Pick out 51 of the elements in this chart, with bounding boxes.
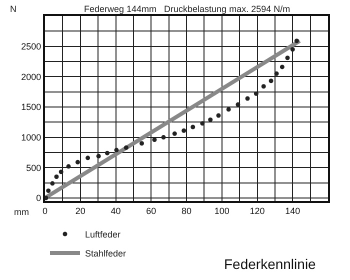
y-tick-label: 1500 <box>21 102 42 112</box>
point <box>140 141 144 146</box>
point <box>114 148 119 152</box>
x-tick-label: 0 <box>42 206 48 216</box>
point <box>226 107 231 112</box>
point <box>216 113 221 118</box>
point <box>182 128 186 133</box>
point <box>261 84 266 89</box>
point <box>54 174 59 179</box>
point <box>96 154 101 158</box>
text: Federkennlinie <box>224 256 316 272</box>
point <box>75 160 80 164</box>
point <box>245 96 250 101</box>
point <box>105 150 110 156</box>
point <box>280 64 284 70</box>
y-tick-label: 500 <box>26 162 42 173</box>
chart-subtitle: Federweg 144mm Druckbelastung max. 2594 N/m <box>84 4 290 14</box>
y-tick-label: 2500 <box>21 41 42 52</box>
point <box>254 91 258 96</box>
x-axis-title: mm <box>14 207 29 217</box>
point <box>124 145 128 150</box>
point <box>294 38 299 44</box>
point <box>268 78 274 84</box>
point <box>190 124 196 130</box>
point <box>50 181 55 186</box>
y-tick-label: 1000 <box>21 132 42 142</box>
x-tick-label: 120 <box>250 206 265 216</box>
point <box>274 71 279 76</box>
y-tick-label: 0 <box>36 193 42 204</box>
point <box>200 121 205 126</box>
point <box>66 164 71 169</box>
legend-label: Stahlfeder <box>85 248 126 259</box>
y-tick-label: 2000 <box>21 72 42 82</box>
y-axis-title: N <box>10 4 16 14</box>
point <box>86 156 90 160</box>
point <box>45 196 48 200</box>
x-tick-label: 60 <box>146 206 156 216</box>
point <box>161 135 166 140</box>
point <box>58 170 64 174</box>
x-tick-label: 80 <box>181 206 192 216</box>
x-tick-label: 140 <box>285 206 300 216</box>
point <box>285 56 290 60</box>
x-tick-label: 20 <box>75 206 86 216</box>
x-tick-label: 40 <box>110 206 121 216</box>
point <box>172 131 177 136</box>
x-tick-label: 100 <box>214 206 230 216</box>
point <box>208 117 213 122</box>
point <box>236 102 240 107</box>
point <box>290 47 295 52</box>
point <box>46 188 51 193</box>
legend-label: Luftfeder <box>85 230 121 240</box>
